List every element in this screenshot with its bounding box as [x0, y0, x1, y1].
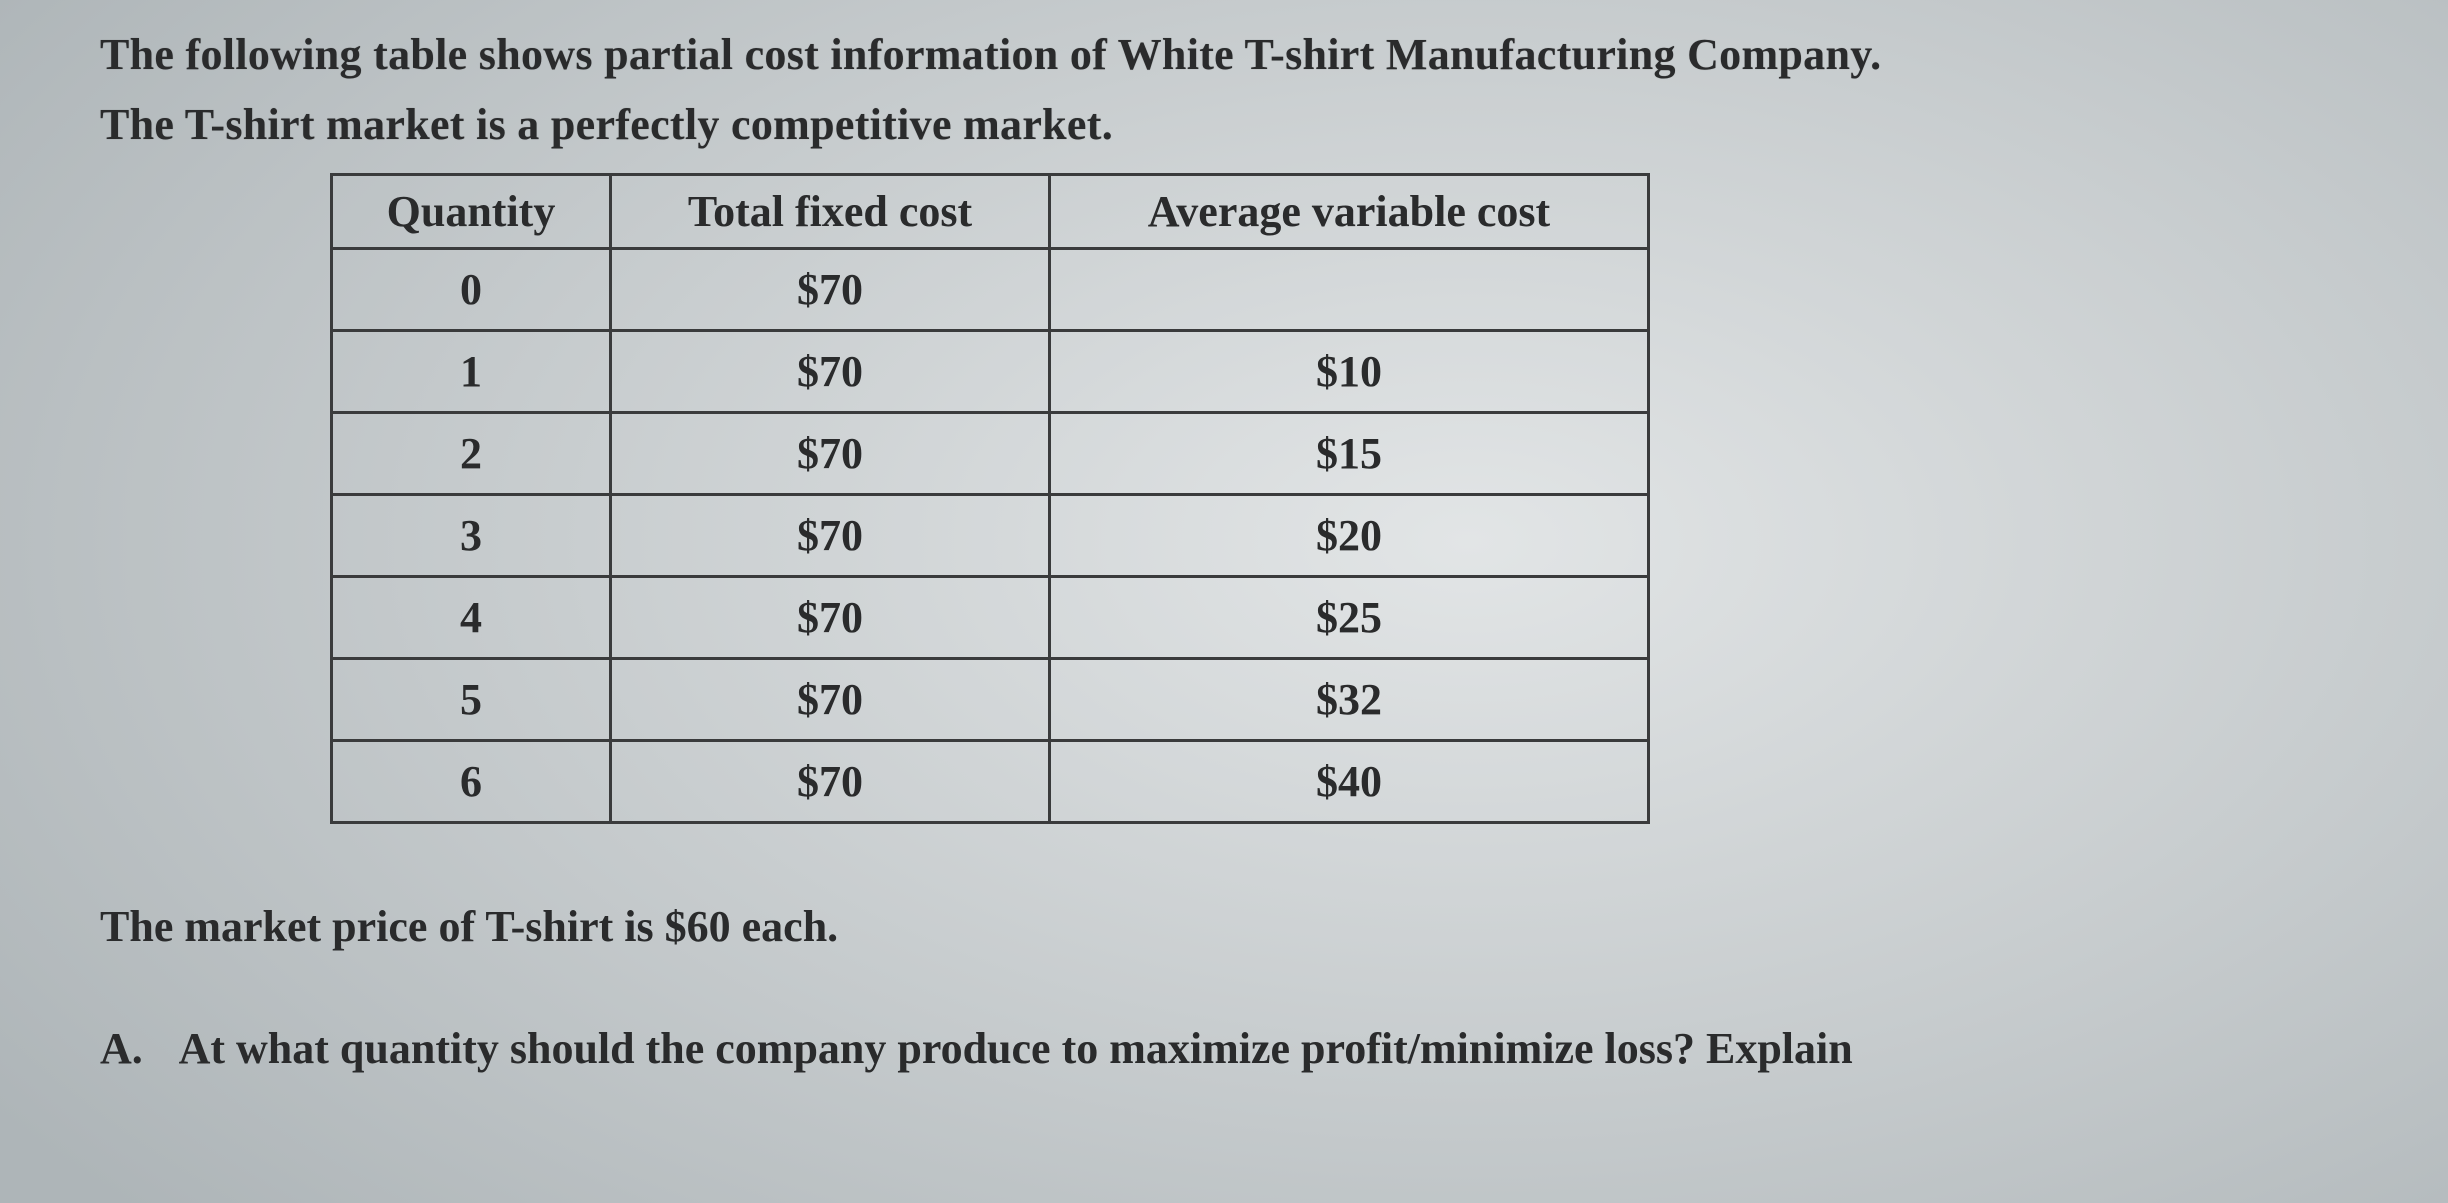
- cell-quantity: 5: [332, 658, 611, 740]
- intro-paragraph: The following table shows partial cost i…: [100, 20, 2388, 161]
- cell-avc: $20: [1050, 494, 1649, 576]
- table-row: 2 $70 $15: [332, 412, 1649, 494]
- table-row: 5 $70 $32: [332, 658, 1649, 740]
- cell-tfc: $70: [611, 740, 1050, 822]
- price-line: The market price of T-shirt is $60 each.: [100, 894, 2388, 960]
- cell-quantity: 6: [332, 740, 611, 822]
- cell-avc: $15: [1050, 412, 1649, 494]
- question-text: At what quantity should the company prod…: [179, 1024, 1853, 1073]
- col-header-total-fixed: Total fixed cost: [611, 174, 1050, 248]
- cell-tfc: $70: [611, 494, 1050, 576]
- cell-tfc: $70: [611, 658, 1050, 740]
- cell-tfc: $70: [611, 576, 1050, 658]
- cell-avc: $10: [1050, 330, 1649, 412]
- col-header-quantity: Quantity: [332, 174, 611, 248]
- table-row: 3 $70 $20: [332, 494, 1649, 576]
- col-header-avg-variable: Average variable cost: [1050, 174, 1649, 248]
- cell-quantity: 4: [332, 576, 611, 658]
- intro-line-1: The following table shows partial cost i…: [100, 30, 1881, 79]
- cell-quantity: 3: [332, 494, 611, 576]
- cell-avc: [1050, 248, 1649, 330]
- cell-tfc: $70: [611, 248, 1050, 330]
- cell-tfc: $70: [611, 412, 1050, 494]
- table-row: 6 $70 $40: [332, 740, 1649, 822]
- table-row: 1 $70 $10: [332, 330, 1649, 412]
- question-label: A.: [100, 1016, 170, 1082]
- cost-table: Quantity Total fixed cost Average variab…: [330, 173, 1650, 824]
- cell-tfc: $70: [611, 330, 1050, 412]
- intro-line-2: The T-shirt market is a perfectly compet…: [100, 100, 1113, 149]
- cell-quantity: 0: [332, 248, 611, 330]
- cell-quantity: 2: [332, 412, 611, 494]
- cell-avc: $25: [1050, 576, 1649, 658]
- cell-quantity: 1: [332, 330, 611, 412]
- table-row: 4 $70 $25: [332, 576, 1649, 658]
- document-page: The following table shows partial cost i…: [0, 0, 2448, 1203]
- question-line: A. At what quantity should the company p…: [100, 1016, 2388, 1082]
- cell-avc: $40: [1050, 740, 1649, 822]
- table-row: 0 $70: [332, 248, 1649, 330]
- table-header-row: Quantity Total fixed cost Average variab…: [332, 174, 1649, 248]
- cell-avc: $32: [1050, 658, 1649, 740]
